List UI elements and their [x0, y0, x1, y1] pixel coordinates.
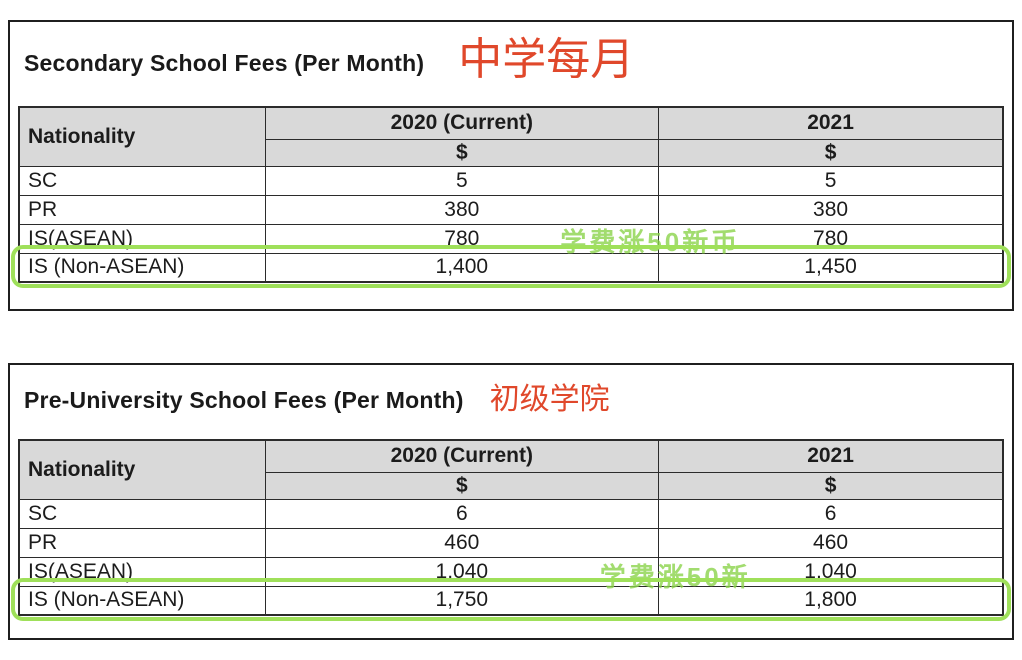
table-row: SC 5 5 [18, 165, 1004, 196]
table-row-highlighted: IS (Non-ASEAN) 1,750 1,800 [18, 585, 1004, 616]
currency-row: $ $ [19, 138, 1004, 167]
cell-nationality: IS (Non-ASEAN) [18, 252, 266, 283]
preuniversity-table-wrap: Nationality 2020 (Current) 2021 $ $ SC 6… [11, 439, 1011, 621]
secondary-annotation-chinese: 中学每月 [458, 35, 635, 84]
cell-2021: 1,450 [658, 252, 1004, 283]
cell-nationality: IS(ASEAN) [18, 223, 266, 254]
preuniversity-fees-panel: Pre-University School Fees (Per Month) 初… [8, 363, 1014, 640]
cell-2020: 380 [264, 194, 660, 225]
cell-nationality: IS(ASEAN) [18, 556, 266, 587]
cell-nationality: SC [18, 165, 266, 196]
cell-nationality: PR [18, 194, 266, 225]
header-row: Nationality 2020 (Current) 2021 [18, 439, 1004, 500]
cell-2021: 1,040 [658, 556, 1004, 587]
table-row: PR 380 380 [18, 194, 1004, 225]
header-row: Nationality 2020 (Current) 2021 [18, 106, 1004, 167]
currency-2021: $ [658, 138, 1004, 167]
secondary-table-wrap: Nationality 2020 (Current) 2021 $ $ SC 5… [11, 106, 1011, 288]
cell-2020: 6 [264, 498, 660, 529]
cell-2021: 5 [658, 165, 1004, 196]
cell-2021: 780 [658, 223, 1004, 254]
currency-2021: $ [658, 471, 1004, 500]
secondary-fees-panel: Secondary School Fees (Per Month) 中学每月 N… [8, 20, 1014, 311]
col-header-2020: 2020 (Current) [264, 106, 660, 140]
cell-2021: 380 [658, 194, 1004, 225]
col-header-nationality: Nationality [18, 106, 266, 167]
cell-nationality: SC [18, 498, 266, 529]
col-header-2021: 2021 [658, 439, 1004, 473]
cell-2020: 1,040 [264, 556, 660, 587]
secondary-fees-table: Nationality 2020 (Current) 2021 $ $ SC 5… [18, 106, 1004, 283]
currency-2020: $ [264, 471, 660, 500]
col-header-2020: 2020 (Current) [264, 439, 660, 473]
cell-nationality: IS (Non-ASEAN) [18, 585, 266, 616]
currency-row: $ $ [19, 471, 1004, 500]
cell-2020: 1,750 [264, 585, 660, 616]
preuniversity-title-row: Pre-University School Fees (Per Month) 初… [18, 377, 1004, 423]
preuniversity-annotation-chinese: 初级学院 [489, 383, 610, 416]
col-header-nationality: Nationality [18, 439, 266, 500]
secondary-title: Secondary School Fees (Per Month) [24, 49, 425, 76]
cell-2020: 780 [264, 223, 660, 254]
table-row: IS(ASEAN) 1,040 1,040 [18, 556, 1004, 587]
secondary-title-row: Secondary School Fees (Per Month) 中学每月 [18, 34, 1004, 92]
currency-2020: $ [264, 138, 660, 167]
cell-2020: 1,400 [264, 252, 660, 283]
cell-2021: 460 [658, 527, 1004, 558]
col-header-2021: 2021 [658, 106, 1004, 140]
table-row: IS(ASEAN) 780 780 [18, 223, 1004, 254]
preuniversity-title: Pre-University School Fees (Per Month) [24, 386, 464, 413]
cell-nationality: PR [18, 527, 266, 558]
table-row: PR 460 460 [18, 527, 1004, 558]
cell-2020: 460 [264, 527, 660, 558]
table-row: SC 6 6 [18, 498, 1004, 529]
cell-2021: 1,800 [658, 585, 1004, 616]
cell-2021: 6 [658, 498, 1004, 529]
cell-2020: 5 [264, 165, 660, 196]
table-row-highlighted: IS (Non-ASEAN) 1,400 1,450 [18, 252, 1004, 283]
preuniversity-fees-table: Nationality 2020 (Current) 2021 $ $ SC 6… [18, 439, 1004, 616]
